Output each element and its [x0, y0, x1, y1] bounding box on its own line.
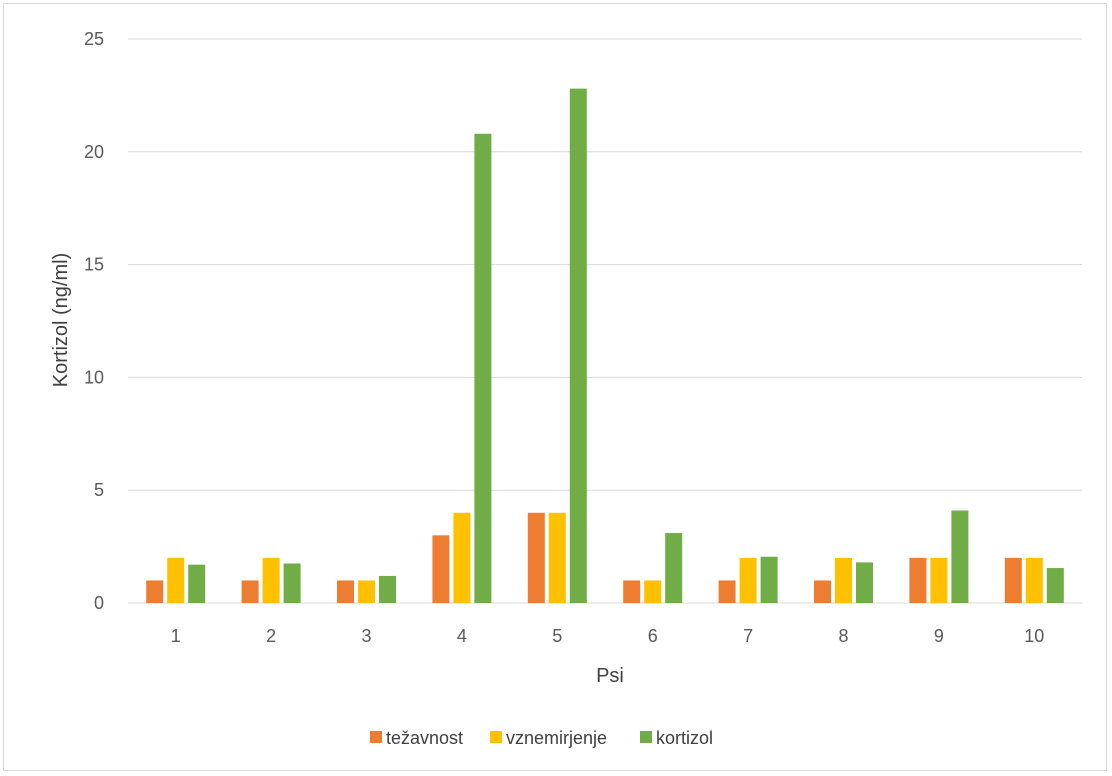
legend-label: težavnost — [386, 728, 463, 748]
bar-kortizol-5 — [569, 88, 587, 603]
legend-swatch-težavnost — [370, 731, 382, 743]
bar-kortizol-6 — [665, 533, 683, 603]
y-tick-label: 15 — [84, 255, 104, 275]
bar-vznemirjenje-6 — [644, 580, 662, 603]
bar-vznemirjenje-3 — [358, 580, 375, 603]
chart-frame — [3, 3, 1107, 771]
bar-težavnost-7 — [718, 580, 736, 603]
legend-swatch-vznemirjenje — [490, 731, 502, 743]
x-tick-label: 7 — [743, 626, 753, 646]
bars — [146, 88, 1064, 603]
x-tick-label: 10 — [1024, 626, 1044, 646]
legend-label: kortizol — [656, 728, 713, 748]
bar-težavnost-2 — [241, 580, 259, 603]
bar-kortizol-8 — [856, 562, 873, 603]
y-tick-label: 25 — [84, 29, 104, 49]
bar-vznemirjenje-4 — [453, 512, 471, 603]
bar-vznemirjenje-8 — [835, 557, 852, 603]
x-tick-labels: 1 2 3 4 5 6 7 8 9 10 — [171, 626, 1045, 646]
x-tick-label: 4 — [457, 626, 467, 646]
bar-težavnost-1 — [146, 580, 164, 603]
y-tick-label: 0 — [94, 593, 104, 613]
bar-težavnost-9 — [909, 557, 927, 603]
bar-vznemirjenje-10 — [1025, 557, 1043, 603]
x-tick-label: 3 — [361, 626, 371, 646]
x-tick-label: 6 — [648, 626, 658, 646]
bar-vznemirjenje-9 — [930, 557, 948, 603]
legend-swatch-kortizol — [640, 731, 652, 743]
legend: težavnost vznemirjenje kortizol — [370, 728, 713, 748]
bar-vznemirjenje-1 — [167, 557, 185, 603]
bar-kortizol-4 — [474, 133, 492, 603]
bar-vznemirjenje-5 — [548, 512, 566, 603]
x-tick-label: 5 — [552, 626, 562, 646]
bar-težavnost-8 — [814, 580, 831, 603]
x-tick-label: 1 — [171, 626, 181, 646]
bar-kortizol-3 — [379, 575, 396, 603]
x-tick-label: 8 — [838, 626, 848, 646]
bar-kortizol-2 — [283, 563, 301, 603]
bar-kortizol-10 — [1046, 568, 1064, 603]
bar-težavnost-6 — [623, 580, 641, 603]
y-axis-title: Kortizol (ng/ml) — [50, 253, 72, 387]
bar-težavnost-10 — [1004, 557, 1022, 603]
gridlines — [128, 38, 1082, 604]
bar-težavnost-5 — [527, 512, 545, 603]
y-tick-label: 10 — [84, 367, 104, 387]
y-tick-label: 20 — [84, 142, 104, 162]
x-axis-title: Psi — [596, 665, 624, 687]
y-tick-label: 5 — [94, 480, 104, 500]
bar-težavnost-3 — [337, 580, 354, 603]
x-tick-label: 9 — [934, 626, 944, 646]
bar-kortizol-7 — [760, 556, 778, 603]
x-tick-label: 2 — [266, 626, 276, 646]
bar-kortizol-9 — [951, 510, 969, 603]
legend-label: vznemirjenje — [506, 728, 607, 748]
bar-težavnost-4 — [432, 535, 450, 603]
bar-vznemirjenje-2 — [262, 557, 280, 603]
bar-kortizol-1 — [188, 564, 206, 603]
bar-vznemirjenje-7 — [739, 557, 757, 603]
y-tick-labels: 0 5 10 15 20 25 — [84, 29, 104, 613]
